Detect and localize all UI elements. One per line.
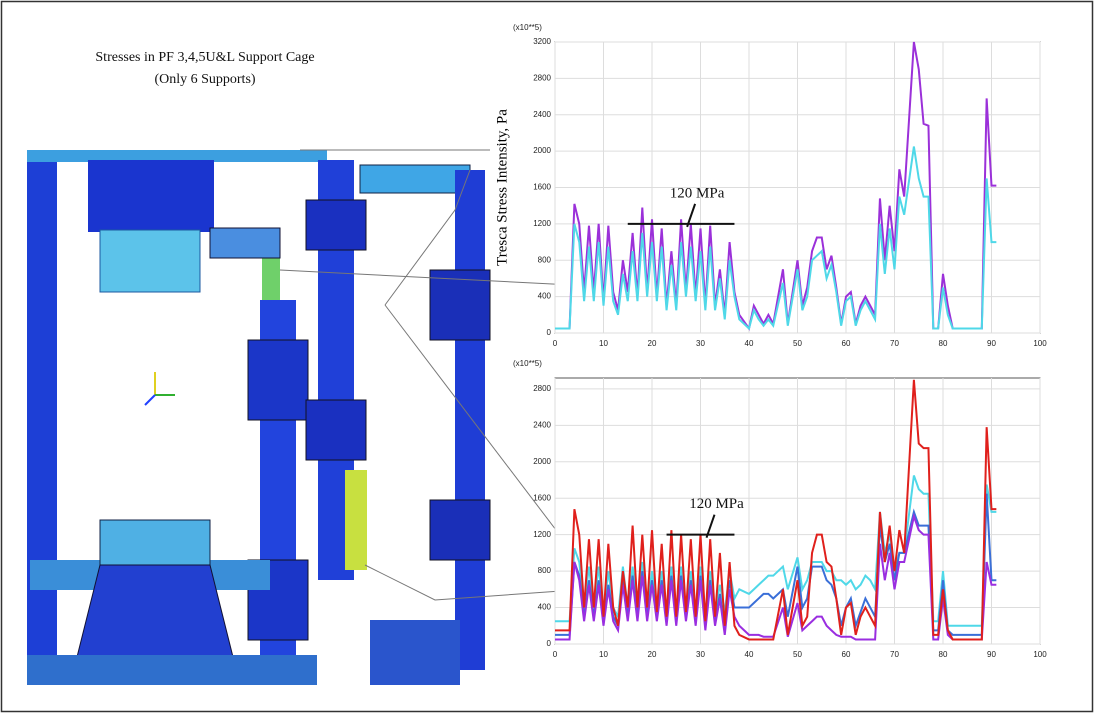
figure-title: Stresses in PF 3,4,5U&L Support Cage xyxy=(95,50,314,65)
x-tick-label: 20 xyxy=(648,339,657,348)
x-tick-label: 80 xyxy=(939,650,948,659)
x-tick-label: 30 xyxy=(696,650,705,659)
y-tick-label: 1600 xyxy=(533,183,551,192)
x-tick-label: 40 xyxy=(745,339,754,348)
x-tick-label: 10 xyxy=(599,339,608,348)
y-tick-label: 400 xyxy=(538,603,552,612)
annotation-pointer xyxy=(686,203,697,228)
y-tick-label: 2000 xyxy=(533,457,551,466)
series-line xyxy=(555,41,997,331)
x-tick-label: 90 xyxy=(987,339,996,348)
y-tick-label: 2400 xyxy=(533,420,551,429)
series-line xyxy=(555,512,997,641)
x-tick-label: 0 xyxy=(553,650,558,659)
y-tick-label: 1200 xyxy=(533,219,551,228)
x-tick-label: 70 xyxy=(890,339,899,348)
y-tick-label: 2800 xyxy=(533,73,551,82)
y-tick-label: 2800 xyxy=(533,384,551,393)
fea-model xyxy=(27,148,491,685)
y-tick-label: 400 xyxy=(538,292,552,301)
x-tick-label: 60 xyxy=(842,339,851,348)
x-tick-label: 70 xyxy=(890,650,899,659)
scale-label: (x10**5) xyxy=(513,23,542,32)
y-axis-label: Tresca Stress Intensity, Pa xyxy=(494,109,510,266)
x-tick-label: 0 xyxy=(553,339,558,348)
x-tick-label: 80 xyxy=(939,339,948,348)
y-tick-label: 0 xyxy=(547,328,552,337)
figure-subtitle: (Only 6 Supports) xyxy=(154,72,255,87)
series-line xyxy=(555,379,997,641)
y-tick-label: 1200 xyxy=(533,530,551,539)
x-tick-label: 40 xyxy=(745,650,754,659)
annotation: 120 MPa xyxy=(670,185,725,201)
y-tick-label: 2000 xyxy=(533,146,551,155)
annotation-pointer xyxy=(705,514,716,539)
x-tick-label: 30 xyxy=(696,339,705,348)
y-tick-label: 3200 xyxy=(533,37,551,46)
x-tick-label: 100 xyxy=(1033,339,1047,348)
y-tick-label: 0 xyxy=(547,639,552,648)
y-tick-label: 1600 xyxy=(533,493,551,502)
y-tick-label: 2400 xyxy=(533,110,551,119)
x-tick-label: 50 xyxy=(793,650,802,659)
x-tick-label: 90 xyxy=(987,650,996,659)
x-tick-label: 20 xyxy=(648,650,657,659)
y-tick-label: 800 xyxy=(538,566,552,575)
x-tick-label: 10 xyxy=(599,650,608,659)
leader-lines xyxy=(279,149,576,601)
x-tick-label: 50 xyxy=(793,339,802,348)
x-tick-label: 60 xyxy=(842,650,851,659)
y-tick-label: 800 xyxy=(538,255,552,264)
x-tick-label: 100 xyxy=(1033,650,1047,659)
scale-label: (x10**5) xyxy=(513,359,542,368)
series-line xyxy=(555,146,997,331)
annotation: 120 MPa xyxy=(689,496,744,512)
